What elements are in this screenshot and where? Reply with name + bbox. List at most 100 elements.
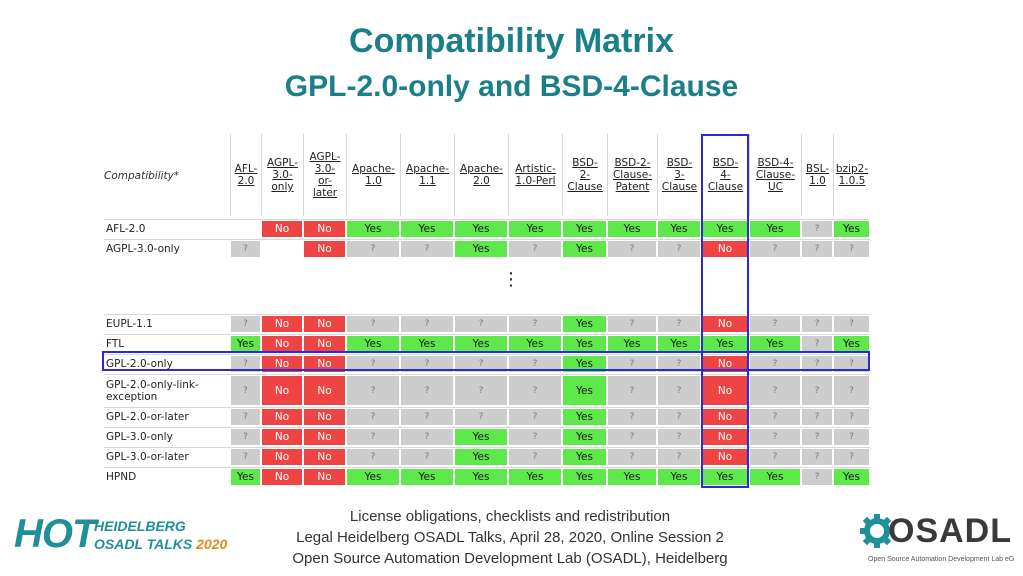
matrix-row-gpl-2-0-only: GPL-2.0-only? No No???? Yes?? No???: [104, 354, 870, 373]
column-header-apache-2-0[interactable]: Apache- 2.0: [454, 134, 508, 216]
column-header-apache-1-1[interactable]: Apache- 1.1: [400, 134, 454, 216]
matrix-cell: ?: [834, 316, 869, 332]
matrix-cell: No: [702, 376, 748, 405]
matrix-cell: Yes: [455, 221, 507, 237]
matrix-cell: No: [262, 316, 302, 332]
matrix-cell: ?: [750, 356, 800, 372]
matrix-cell: No: [702, 449, 748, 465]
matrix-cell: Yes: [563, 241, 606, 257]
row-label[interactable]: EUPL-1.1: [106, 318, 153, 330]
row-label[interactable]: GPL-3.0-only: [106, 431, 173, 443]
matrix-cell: Yes: [658, 336, 700, 352]
highlight-row-gpl-2-0-only: [102, 351, 870, 371]
row-label[interactable]: GPL-2.0-only-link-exception: [106, 378, 199, 403]
matrix-cell: Yes: [509, 469, 561, 485]
matrix-cell: Yes: [231, 469, 260, 485]
matrix-cell: Yes: [509, 221, 561, 237]
matrix-cell: Yes: [347, 469, 399, 485]
matrix-row-gpl-2-0-or-later: GPL-2.0-or-later? No No???? Yes?? No???: [104, 407, 870, 426]
matrix-cell: ?: [834, 449, 869, 465]
matrix-cell: No: [262, 356, 302, 372]
matrix-cell: Yes: [563, 469, 606, 485]
matrix-cell: ?: [658, 449, 700, 465]
row-label[interactable]: HPND: [106, 471, 137, 483]
matrix-cell: No: [304, 336, 345, 352]
matrix-cell: ?: [802, 221, 832, 237]
matrix-cell: No: [304, 449, 345, 465]
matrix-cell: ?: [802, 449, 832, 465]
column-header-afl-2-0[interactable]: AFL- 2.0: [230, 134, 261, 216]
gear-icon: [860, 514, 894, 548]
matrix-cell: ?: [802, 376, 832, 405]
matrix-cell: Yes: [563, 376, 606, 405]
matrix-cell: ?: [231, 356, 260, 372]
matrix-cell: ?: [750, 376, 800, 405]
row-label[interactable]: AGPL-3.0-only: [106, 243, 180, 255]
matrix-cell: ?: [231, 376, 260, 405]
column-header-bsd-4-clause[interactable]: BSD- 4- Clause: [701, 134, 749, 216]
row-label[interactable]: GPL-2.0-or-later: [106, 411, 189, 423]
matrix-cell: No: [262, 221, 302, 237]
matrix-cell: ?: [658, 409, 700, 425]
matrix-cell: ?: [231, 429, 260, 445]
compatibility-matrix: Compatibility* AFL- 2.0 AGPL- 3.0- only AGPL-…: [104, 134, 870, 486]
footer-line-1: License obligations, checklists and redi…: [349, 508, 671, 525]
matrix-cell: No: [702, 409, 748, 425]
matrix-cell: No: [304, 221, 345, 237]
matrix-cell: ?: [347, 316, 399, 332]
matrix-cell: ?: [658, 241, 700, 257]
column-header-bsd-2-clause-patent[interactable]: BSD-2- Clause- Patent: [607, 134, 657, 216]
matrix-cell: ?: [455, 409, 507, 425]
matrix-cell: ?: [834, 356, 869, 372]
column-header-bzip2-1-0-5[interactable]: bzip2- 1.0.5: [833, 134, 870, 216]
matrix-row-eupl-1-1: EUPL-1.1? No No???? Yes?? No???: [104, 314, 870, 333]
row-label[interactable]: GPL-3.0-or-later: [106, 451, 189, 463]
matrix-cell: ?: [455, 316, 507, 332]
column-header-bsl-1-0[interactable]: BSL- 1.0: [801, 134, 833, 216]
column-header-agpl-3-0-only[interactable]: AGPL- 3.0- only: [261, 134, 303, 216]
matrix-cell: ?: [455, 356, 507, 372]
matrix-cell: ?: [608, 429, 656, 445]
matrix-cell: ?: [347, 409, 399, 425]
row-label[interactable]: FTL: [106, 338, 125, 350]
column-header-bsd-2-clause[interactable]: BSD- 2- Clause: [562, 134, 607, 216]
matrix-cell: Yes: [608, 221, 656, 237]
logo-year: 2020: [196, 536, 228, 552]
matrix-cell: Yes: [658, 221, 700, 237]
highlight-column-bsd-4-clause: [701, 134, 749, 488]
footer-line-3: Open Source Automation Development Lab (…: [292, 550, 728, 567]
column-header-bsd-4-clause-uc[interactable]: BSD-4- Clause- UC: [749, 134, 801, 216]
matrix-cell: ?: [509, 449, 561, 465]
column-header-bsd-3-clause[interactable]: BSD- 3- Clause: [657, 134, 701, 216]
matrix-cell: ?: [401, 356, 453, 372]
column-header-apache-1-0[interactable]: Apache- 1.0: [346, 134, 400, 216]
matrix-cell: Yes: [509, 336, 561, 352]
matrix-cell: Yes: [401, 469, 453, 485]
matrix-cell: ?: [802, 429, 832, 445]
matrix-cell: ?: [509, 316, 561, 332]
matrix-cell: Yes: [563, 449, 606, 465]
matrix-cell: ?: [509, 241, 561, 257]
matrix-cell: No: [702, 316, 748, 332]
matrix-cell: Yes: [702, 336, 748, 352]
column-header-agpl-3-0-or-later[interactable]: AGPL- 3.0- or-later: [303, 134, 346, 216]
column-header-artistic-1-0-perl[interactable]: Artistic- 1.0-Perl: [508, 134, 562, 216]
matrix-cell: ?: [608, 241, 656, 257]
matrix-cell: ?: [750, 316, 800, 332]
matrix-cell: ?: [834, 376, 869, 405]
matrix-cell: Yes: [834, 336, 869, 352]
matrix-cell: Yes: [231, 336, 260, 352]
matrix-cell: ?: [802, 356, 832, 372]
matrix-cell: ?: [802, 316, 832, 332]
matrix-cell: No: [702, 356, 748, 372]
matrix-cell: ?: [608, 376, 656, 405]
osadl-logo-text: OSADL: [888, 512, 1012, 550]
matrix-cell: ?: [834, 241, 869, 257]
matrix-row-hpnd: HPND Yes No No Yes Yes Yes Yes Yes Yes Yes Yes Yes? Y…: [104, 467, 870, 486]
matrix-row-afl-2-0: AFL-2.0 No No Yes Yes Yes Yes Yes Yes Yes Yes Yes? Y…: [104, 219, 870, 238]
matrix-cell: No: [702, 429, 748, 445]
matrix-cell: ?: [401, 376, 453, 405]
row-label[interactable]: AFL-2.0: [106, 223, 146, 235]
row-label[interactable]: GPL-2.0-only: [106, 358, 173, 370]
matrix-cell: Yes: [455, 336, 507, 352]
